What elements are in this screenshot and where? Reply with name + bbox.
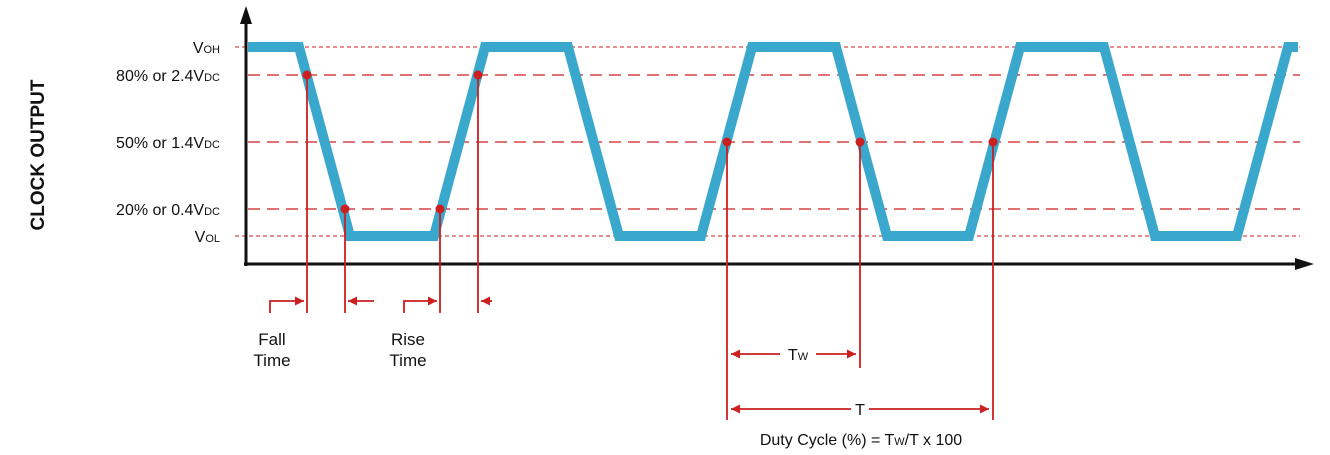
tw-label: TW [788,347,809,364]
axes [240,6,1314,270]
label-20: 20% or 0.4VDC [116,202,220,219]
point-fall-20 [340,204,350,214]
x-axis-arrow [1295,258,1314,270]
level-labels: VOH 80% or 2.4VDC 50% or 1.4VDC 20% or 0… [116,40,220,246]
y-axis-arrow [240,6,252,24]
point-fall-80 [302,70,312,80]
rise-time-label: Rise Time [389,330,426,370]
measurement-lines [306,75,994,420]
point-rise-80 [473,70,483,80]
label-vol: VOL [195,229,220,246]
point-fall-50 [855,137,865,147]
fall-time-label: Fall Time [253,330,290,370]
level-lines [235,46,1300,237]
label-80: 80% or 2.4VDC [116,68,220,85]
point-rise-50-a [722,137,732,147]
axis-title: CLOCK OUTPUT [28,79,49,230]
fall-left-arrow [269,296,304,313]
edge-time-arrows [269,296,492,313]
duty-cycle-formula: Duty Cycle (%) = TW/T x 100 [760,432,962,449]
point-rise-20 [435,204,445,214]
label-voh: VOH [193,40,220,57]
label-50: 50% or 1.4VDC [116,135,220,152]
point-rise-50-b [988,137,998,147]
rise-left-arrow [403,296,437,313]
measurement-points [302,70,998,214]
t-label: T [855,402,865,419]
clock-waveform [248,42,1298,241]
